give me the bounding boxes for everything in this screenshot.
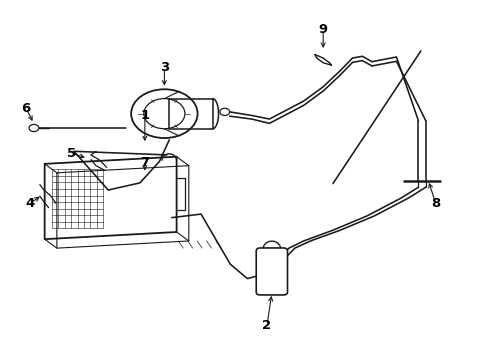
FancyBboxPatch shape <box>256 248 288 295</box>
Text: 4: 4 <box>25 197 35 210</box>
Text: 6: 6 <box>22 102 31 115</box>
Text: 9: 9 <box>318 23 328 36</box>
Text: 2: 2 <box>263 319 271 332</box>
Text: 3: 3 <box>160 60 169 73</box>
Text: 5: 5 <box>67 147 76 159</box>
Text: 1: 1 <box>140 109 149 122</box>
Text: 8: 8 <box>431 197 440 210</box>
Circle shape <box>220 108 230 116</box>
Circle shape <box>29 125 39 132</box>
Text: 7: 7 <box>140 156 149 169</box>
